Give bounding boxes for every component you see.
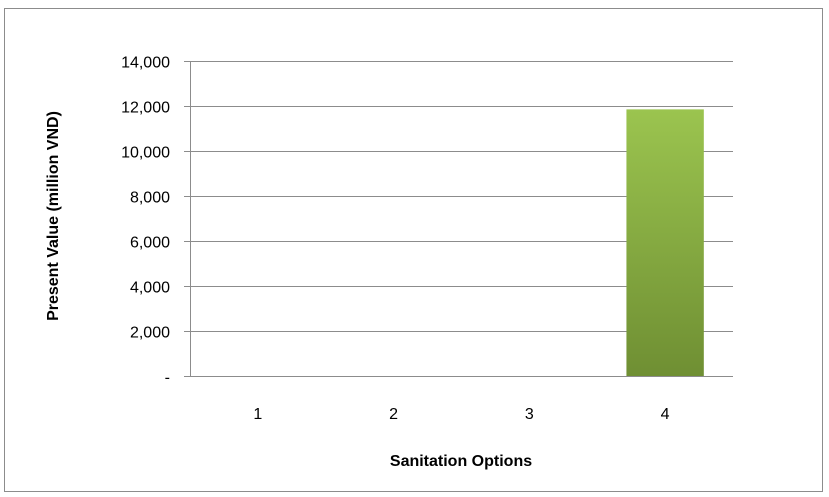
x-tick-labels: 1 2 3 4 [253, 406, 669, 423]
y-axis-title: Present Value (million VND) [45, 111, 62, 321]
x-tick-label: 2 [389, 406, 398, 423]
y-tick-label: - [165, 370, 170, 387]
bars [626, 109, 704, 376]
y-tick-label: 10,000 [121, 145, 170, 162]
y-tick-label: 14,000 [121, 55, 170, 72]
x-axis-title: Sanitation Options [390, 453, 532, 470]
y-tick-labels: - 2,000 4,000 6,000 8,000 10,000 12,000 14,000 [121, 55, 170, 387]
y-tick-label: 8,000 [130, 190, 170, 207]
y-tick-label: 2,000 [130, 325, 170, 342]
y-tick-label: 4,000 [130, 280, 170, 297]
y-tick-label: 12,000 [121, 100, 170, 117]
x-tick-label: 4 [661, 406, 670, 423]
x-tick-label: 3 [525, 406, 534, 423]
bar-4 [626, 109, 704, 376]
x-tick-label: 1 [253, 406, 262, 423]
y-tick-label: 6,000 [130, 235, 170, 252]
